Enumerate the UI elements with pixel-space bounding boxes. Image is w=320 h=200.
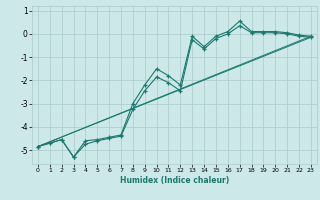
X-axis label: Humidex (Indice chaleur): Humidex (Indice chaleur) bbox=[120, 176, 229, 185]
